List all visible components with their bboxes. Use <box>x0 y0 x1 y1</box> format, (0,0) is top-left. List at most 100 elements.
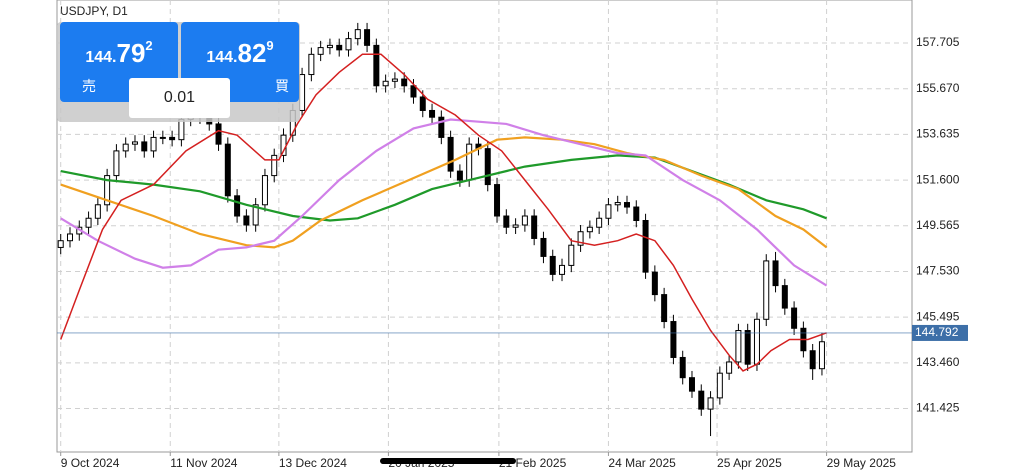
candle-body <box>781 285 788 309</box>
candle-body <box>373 44 380 87</box>
candle-body <box>66 233 73 242</box>
candle-body <box>391 78 398 82</box>
candle-body <box>661 294 668 323</box>
candle-body <box>596 217 603 228</box>
candle-body <box>299 74 306 111</box>
y-tick-label: 143.460 <box>916 355 960 369</box>
x-tick-label: 11 Nov 2024 <box>170 456 237 470</box>
candle-body <box>568 244 575 266</box>
y-tick-label: 147.530 <box>916 264 960 278</box>
candle-body <box>150 136 157 152</box>
y-tick-label: 149.565 <box>916 218 960 232</box>
x-tick-label: 29 May 2025 <box>827 456 897 470</box>
candle-body <box>642 219 649 273</box>
candle-body <box>113 150 120 177</box>
candle-body <box>252 204 259 226</box>
candle-body <box>326 44 333 49</box>
candle-body <box>57 240 64 248</box>
candle-body <box>624 202 630 208</box>
candle-body <box>429 109 436 118</box>
candle-body <box>466 143 473 181</box>
candle-body <box>85 217 92 228</box>
y-tick-label: 141.425 <box>916 401 960 415</box>
candle-body <box>531 215 538 239</box>
candle-body <box>141 141 148 152</box>
candle-body <box>679 356 686 379</box>
buy-button[interactable]: 144.829 買 <box>181 22 299 102</box>
sell-price-prefix: 144. <box>85 49 117 66</box>
candle-body <box>512 224 519 228</box>
current-price-label: 144.792 <box>915 325 959 339</box>
candle-body <box>271 154 278 177</box>
buy-label: 買 <box>275 78 289 94</box>
sell-price-big: 79 <box>116 38 146 68</box>
y-tick-label: 145.495 <box>916 309 960 323</box>
candle-body <box>735 330 742 363</box>
candle-body <box>753 318 760 365</box>
candle-body <box>614 202 621 206</box>
candle-body <box>308 53 315 76</box>
candle-body <box>364 29 371 46</box>
candle-body <box>707 397 714 410</box>
candle-body <box>698 390 705 410</box>
candle-body <box>215 123 222 145</box>
candle-body <box>559 264 566 275</box>
buy-price-big: 82 <box>237 38 267 68</box>
candle-body <box>763 260 770 320</box>
candle-body <box>540 237 547 257</box>
x-tick-label: 13 Dec 2024 <box>279 456 347 470</box>
candle-body <box>122 143 129 152</box>
candle-body <box>586 226 593 233</box>
moving-average-line <box>60 118 828 287</box>
candle-body <box>438 116 445 138</box>
candle-body <box>336 44 343 51</box>
candle-body <box>178 118 185 141</box>
candle-body <box>549 255 556 275</box>
candle-body <box>521 215 528 226</box>
y-tick-label: 151.600 <box>916 172 960 186</box>
symbol-label: USDJPY, D1 <box>60 4 128 18</box>
moving-average-line <box>59 53 827 372</box>
lot-size-input[interactable]: 0.01 <box>129 78 230 118</box>
candle-body <box>688 377 695 392</box>
candle-body <box>772 260 779 287</box>
candle-body <box>726 361 733 374</box>
candle-body <box>503 215 510 228</box>
sell-price-sup: 2 <box>145 38 153 53</box>
candle-body <box>401 78 408 87</box>
candle-body <box>261 175 268 206</box>
candle-body <box>169 136 176 141</box>
candle-body <box>670 321 677 358</box>
candle-body <box>104 175 111 206</box>
candle-body <box>419 96 426 111</box>
candle-body <box>243 215 250 226</box>
candle-body <box>484 148 491 186</box>
candle-body <box>317 47 324 55</box>
moving-average-line <box>60 136 828 249</box>
candle-body <box>159 136 166 139</box>
candle-body <box>577 231 584 246</box>
candle-body <box>605 204 612 219</box>
candle-body <box>456 170 463 181</box>
x-tick-label: 24 Mar 2025 <box>608 456 676 470</box>
candle-body <box>494 184 501 217</box>
buy-price-sup: 9 <box>266 38 274 53</box>
candle-body <box>410 85 417 98</box>
candle-body <box>224 143 231 197</box>
y-tick-label: 155.670 <box>916 81 960 95</box>
home-indicator <box>380 458 516 464</box>
candle-body <box>818 341 825 370</box>
candle-body <box>345 38 352 51</box>
candle-body <box>382 80 389 87</box>
sell-label: 売 <box>82 78 96 94</box>
candle-body <box>809 350 816 370</box>
candle-body <box>744 330 751 365</box>
candle-body <box>234 195 241 217</box>
candle-body <box>651 271 658 296</box>
candle-body <box>633 206 640 221</box>
candle-body <box>94 204 101 219</box>
y-tick-label: 153.635 <box>916 127 960 141</box>
candle-body <box>354 29 361 40</box>
current-price-box <box>912 324 968 341</box>
